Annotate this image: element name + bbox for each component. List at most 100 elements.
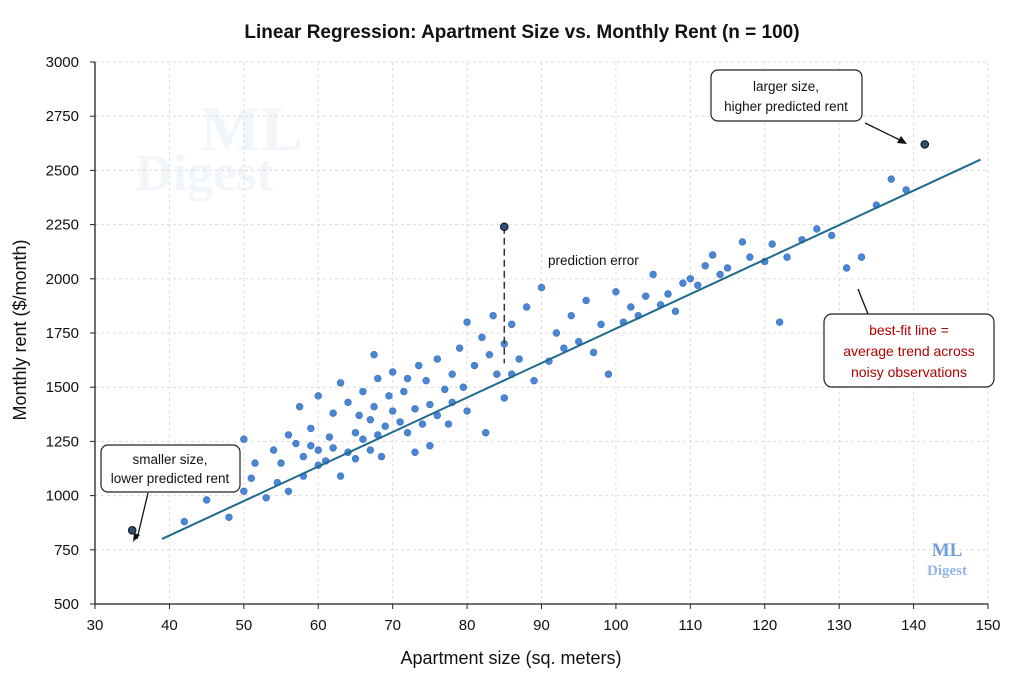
data-point bbox=[307, 442, 315, 450]
annotation-bestfit-line1: best-fit line = bbox=[869, 322, 949, 338]
data-point bbox=[307, 424, 315, 433]
data-point bbox=[418, 420, 427, 428]
data-point bbox=[396, 418, 404, 426]
data-point bbox=[269, 446, 278, 454]
data-point bbox=[604, 370, 613, 378]
data-point bbox=[589, 348, 598, 357]
data-point bbox=[385, 392, 393, 400]
data-point bbox=[842, 264, 851, 272]
x-tick-label: 30 bbox=[87, 617, 104, 634]
highlight-point bbox=[127, 525, 137, 535]
data-point bbox=[694, 281, 702, 290]
data-point bbox=[515, 355, 523, 363]
data-point bbox=[537, 283, 546, 292]
watermark-logo: ML Digest bbox=[927, 540, 967, 579]
y-axis-label: Monthly rent ($/month) bbox=[10, 239, 30, 420]
data-point bbox=[370, 403, 378, 411]
data-point bbox=[783, 253, 791, 261]
data-point bbox=[522, 303, 531, 311]
annotation-bestfit-box bbox=[823, 313, 995, 388]
data-point bbox=[225, 513, 233, 521]
watermark-large: ML Digest bbox=[135, 93, 303, 202]
data-point bbox=[716, 270, 724, 279]
annotation-larger-arrow bbox=[864, 122, 903, 142]
x-tick-label: 120 bbox=[752, 617, 777, 634]
data-point bbox=[775, 318, 784, 326]
data-point bbox=[426, 400, 434, 409]
highlight-points bbox=[127, 140, 930, 535]
annotation-bestfit-line2: average trend across bbox=[843, 343, 975, 359]
data-point bbox=[582, 296, 590, 305]
annotation-bestfit-line3: noisy observations bbox=[851, 364, 967, 380]
annotation-smaller-box bbox=[100, 444, 241, 493]
data-point bbox=[478, 333, 486, 342]
data-points bbox=[180, 175, 910, 526]
chart-title: Linear Regression: Apartment Size vs. Mo… bbox=[244, 22, 799, 43]
x-tick-label: 80 bbox=[459, 617, 476, 634]
data-point bbox=[415, 361, 423, 370]
y-tick-label: 2250 bbox=[46, 217, 79, 234]
data-point bbox=[344, 398, 352, 407]
annotation-smaller-line2: lower predicted rent bbox=[111, 471, 230, 486]
data-point bbox=[612, 288, 620, 296]
watermark-logo-ml: ML bbox=[932, 540, 963, 561]
y-tick-label: 1000 bbox=[46, 488, 79, 505]
data-point bbox=[723, 264, 732, 272]
data-point bbox=[403, 429, 412, 437]
data-point bbox=[359, 387, 367, 396]
x-tick-label: 100 bbox=[603, 617, 628, 634]
data-point bbox=[485, 350, 494, 359]
watermark-logo-digest: Digest bbox=[927, 563, 967, 579]
x-tick-label: 70 bbox=[384, 617, 401, 634]
data-point bbox=[567, 311, 575, 320]
data-point bbox=[400, 387, 408, 396]
data-point bbox=[247, 474, 255, 482]
data-point bbox=[768, 240, 776, 248]
x-tick-label: 130 bbox=[827, 617, 852, 634]
data-point bbox=[299, 452, 308, 461]
data-point bbox=[530, 376, 538, 385]
data-point bbox=[664, 290, 672, 298]
data-point bbox=[240, 487, 248, 495]
data-point bbox=[370, 350, 378, 359]
data-point bbox=[314, 446, 322, 454]
annotation-prediction-error: prediction error bbox=[548, 253, 639, 268]
data-point bbox=[463, 407, 471, 415]
data-point bbox=[463, 318, 471, 326]
data-point bbox=[377, 452, 386, 461]
data-point bbox=[202, 496, 211, 504]
data-point bbox=[388, 368, 397, 376]
annotation-larger-line1: larger size, bbox=[753, 79, 819, 94]
annotation-smaller-size: smaller size, lower predicted rent bbox=[100, 444, 241, 542]
y-tick-label: 1500 bbox=[46, 379, 79, 396]
data-point bbox=[508, 320, 516, 329]
data-point bbox=[366, 446, 375, 454]
data-point bbox=[444, 420, 453, 428]
highlight-point bbox=[499, 222, 509, 232]
x-axis-label: Apartment size (sq. meters) bbox=[400, 648, 621, 668]
data-point bbox=[284, 431, 293, 439]
data-point bbox=[388, 407, 397, 415]
data-point bbox=[329, 444, 337, 452]
data-point bbox=[641, 292, 650, 300]
data-point bbox=[381, 422, 389, 430]
y-tick-label: 2750 bbox=[46, 108, 79, 125]
best-fit-line bbox=[161, 158, 981, 540]
data-point bbox=[359, 435, 367, 443]
data-point bbox=[336, 472, 345, 480]
data-point bbox=[671, 307, 680, 316]
data-point bbox=[828, 231, 836, 240]
data-point bbox=[470, 361, 479, 370]
highlight-point bbox=[920, 140, 930, 149]
data-point bbox=[813, 225, 821, 233]
data-point bbox=[455, 344, 464, 352]
data-point bbox=[351, 429, 360, 437]
y-tick-label: 3000 bbox=[46, 54, 79, 71]
annotation-bestfit-pointer bbox=[857, 288, 869, 315]
data-point bbox=[459, 383, 468, 391]
annotation-larger-size: larger size, higher predicted rent bbox=[710, 69, 907, 144]
x-tick-label: 60 bbox=[310, 617, 327, 634]
data-point bbox=[277, 459, 285, 467]
data-point bbox=[292, 439, 300, 448]
